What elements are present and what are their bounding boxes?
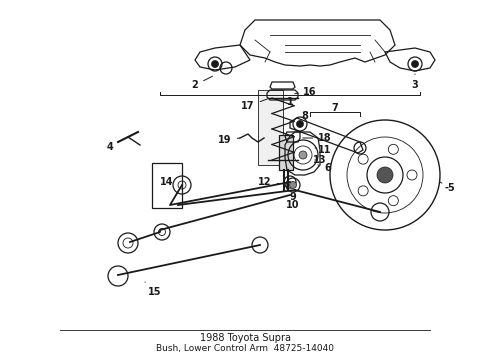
Circle shape xyxy=(212,60,219,68)
Text: 15: 15 xyxy=(145,282,162,297)
Text: 18: 18 xyxy=(303,133,332,143)
Circle shape xyxy=(377,167,393,183)
Text: 11: 11 xyxy=(315,145,332,155)
Bar xyxy=(279,135,293,170)
Text: 7: 7 xyxy=(332,103,339,113)
Text: 3: 3 xyxy=(412,74,418,90)
Text: 17: 17 xyxy=(241,99,268,111)
Text: 4: 4 xyxy=(107,142,113,152)
Text: -5: -5 xyxy=(440,182,455,193)
Circle shape xyxy=(290,181,296,189)
Text: 14: 14 xyxy=(160,177,174,187)
Text: 2: 2 xyxy=(192,76,213,90)
Bar xyxy=(152,163,182,208)
Bar xyxy=(258,90,283,165)
Text: 8: 8 xyxy=(301,111,308,121)
Text: 10: 10 xyxy=(286,200,300,210)
Text: 19: 19 xyxy=(218,135,240,145)
Text: 6: 6 xyxy=(318,163,331,173)
Circle shape xyxy=(299,151,307,159)
Text: 12: 12 xyxy=(258,177,279,187)
Circle shape xyxy=(412,60,418,68)
Text: 16: 16 xyxy=(295,87,317,97)
Text: 13: 13 xyxy=(313,155,327,165)
Circle shape xyxy=(296,121,303,127)
Text: 1: 1 xyxy=(287,97,294,107)
Text: 9: 9 xyxy=(290,192,296,202)
Text: Bush, Lower Control Arm  48725-14040: Bush, Lower Control Arm 48725-14040 xyxy=(156,343,334,352)
Text: 1988 Toyota Supra: 1988 Toyota Supra xyxy=(199,333,291,343)
